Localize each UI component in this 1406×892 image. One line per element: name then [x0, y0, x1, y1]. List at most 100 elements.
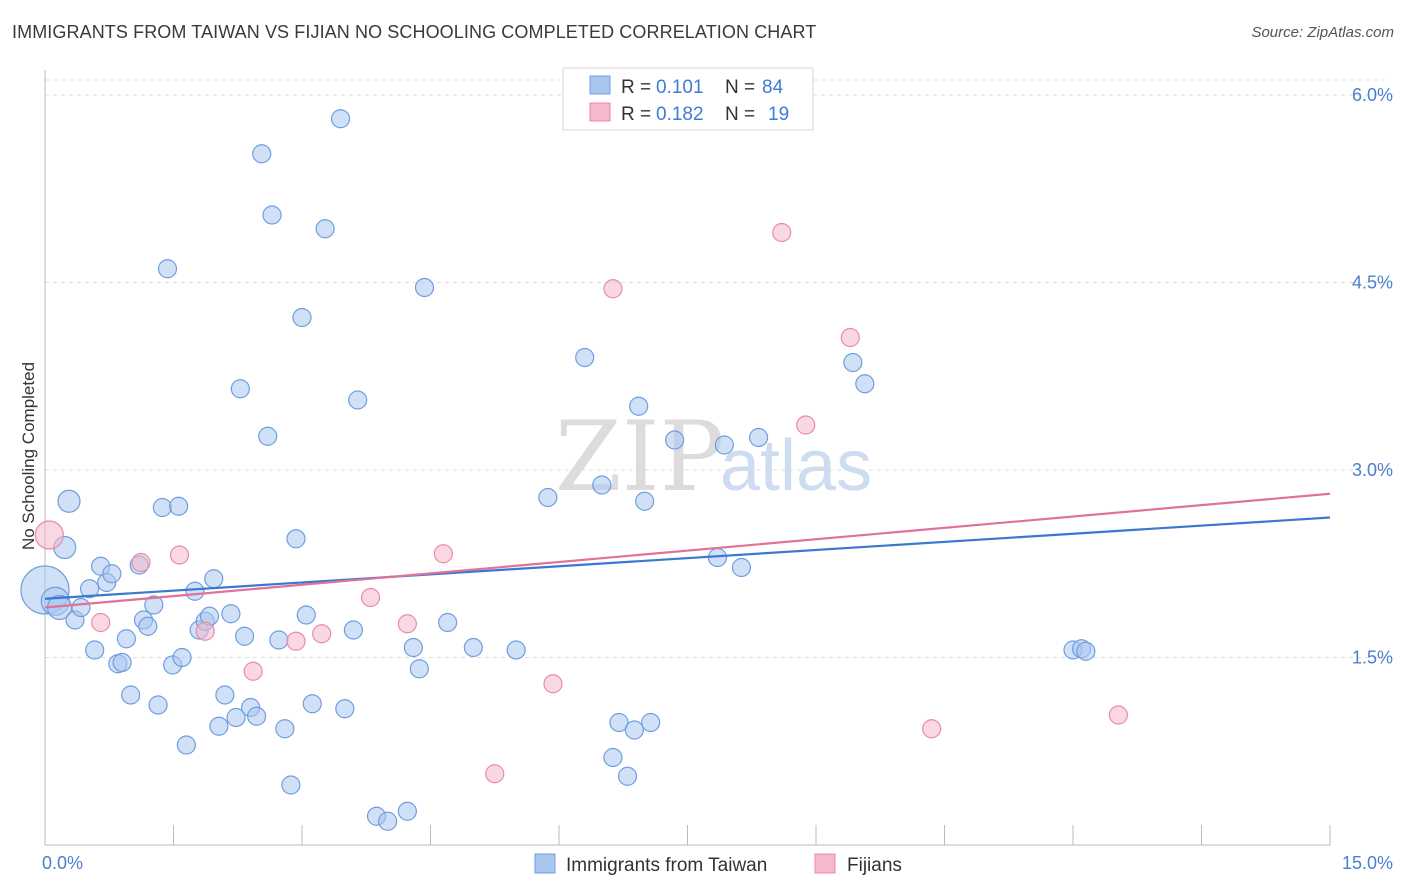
- taiwan-point: [635, 491, 655, 511]
- watermark-atlas: atlas: [720, 426, 872, 506]
- legend-r-value-1: 0.182: [656, 104, 704, 125]
- x-tick-label-min: 0.0%: [42, 853, 83, 873]
- bottom-legend-label-taiwan: Immigrants from Taiwan: [566, 855, 767, 876]
- fijians-point: [91, 612, 111, 633]
- taiwan-point: [138, 616, 158, 636]
- taiwan-point: [641, 712, 661, 733]
- taiwan-point: [665, 430, 685, 450]
- fijians-point: [433, 544, 453, 564]
- fijians-point: [195, 621, 215, 641]
- taiwan-point: [286, 529, 306, 549]
- taiwan-point: [414, 277, 435, 298]
- fijians-point: [312, 624, 332, 644]
- taiwan-point: [230, 379, 250, 399]
- legend-r-value-0: 0.101: [656, 77, 704, 98]
- taiwan-point: [152, 497, 172, 518]
- legend-swatch-taiwan: [589, 75, 611, 95]
- taiwan-point: [296, 605, 316, 625]
- taiwan-point: [116, 629, 136, 649]
- taiwan-point: [315, 219, 335, 239]
- taiwan-point: [348, 390, 368, 410]
- taiwan-point: [252, 144, 272, 164]
- taiwan-point: [275, 719, 295, 739]
- series-legend: Immigrants from Taiwan Fijians: [534, 853, 902, 876]
- taiwan-point: [330, 109, 351, 129]
- taiwan-point: [57, 489, 81, 513]
- x-axis-ticks: [44, 825, 1331, 845]
- legend-n-value-0: 84: [762, 77, 784, 98]
- taiwan-point: [112, 652, 132, 673]
- taiwan-point: [157, 259, 178, 279]
- y-axis-tick-labels: 1.5% 3.0% 4.5% 6.0%: [1352, 85, 1393, 668]
- legend-r-label-1: R =: [621, 104, 651, 125]
- taiwan-point: [144, 595, 164, 615]
- fijians-point: [286, 631, 306, 651]
- taiwan-point: [397, 801, 417, 821]
- taiwan-point: [281, 775, 301, 795]
- y-axis-label: No Schooling Completed: [19, 362, 38, 550]
- taiwan-point: [302, 694, 322, 714]
- fijians-point: [397, 614, 417, 634]
- taiwan-point: [121, 685, 141, 705]
- bottom-legend-label-fijians: Fijians: [847, 855, 902, 876]
- stats-legend: R = 0.101 N = 84 R = 0.182 N = 19: [562, 67, 814, 131]
- taiwan-point: [246, 706, 267, 726]
- taiwan-point: [538, 487, 558, 508]
- fijians-point: [796, 415, 816, 435]
- y-tick-label: 3.0%: [1352, 460, 1393, 480]
- taiwan-point: [169, 496, 189, 516]
- taiwan-point: [506, 640, 526, 660]
- bottom-legend-swatch-taiwan: [534, 853, 556, 874]
- taiwan-point: [409, 659, 429, 679]
- taiwan-point: [343, 620, 363, 640]
- fijians-point: [131, 552, 151, 573]
- taiwan-point: [102, 564, 122, 584]
- taiwan-point: [592, 475, 612, 495]
- source-credit: Source: ZipAtlas.com: [1251, 24, 1394, 41]
- chart-title: IMMIGRANTS FROM TAIWAN VS FIJIAN NO SCHO…: [12, 22, 817, 42]
- taiwan-point: [204, 569, 224, 589]
- taiwan-point: [335, 699, 355, 719]
- taiwan-point: [749, 427, 769, 448]
- taiwan-point: [378, 811, 398, 831]
- taiwan-point: [235, 626, 255, 646]
- fijians-point: [243, 661, 263, 681]
- fijians-point: [603, 279, 623, 299]
- taiwan-point: [209, 716, 229, 736]
- taiwan-point: [185, 581, 205, 601]
- taiwan-point: [79, 579, 100, 599]
- bottom-legend-swatch-fijians: [814, 853, 836, 874]
- taiwan-point: [624, 720, 644, 740]
- taiwan-point: [258, 426, 278, 446]
- taiwan-point: [71, 597, 91, 618]
- taiwan-point: [843, 352, 863, 373]
- fijians-point: [1108, 705, 1129, 725]
- trend-lines: [44, 492, 1331, 609]
- taiwan-point: [617, 766, 638, 786]
- taiwan-point: [172, 647, 192, 668]
- taiwan-point: [731, 557, 752, 578]
- legend-n-value-1: 19: [768, 104, 789, 125]
- fijians-point: [360, 587, 381, 608]
- taiwan-point: [403, 637, 423, 658]
- taiwan-point: [215, 685, 235, 705]
- legend-swatch-fijians: [589, 102, 611, 122]
- fijians-point: [169, 545, 190, 565]
- series-fijians-points: [34, 222, 1129, 784]
- taiwan-point: [1076, 641, 1096, 661]
- taiwan-point: [221, 604, 241, 624]
- taiwan-point: [609, 712, 629, 733]
- fijians-point: [840, 327, 860, 348]
- x-axis-tick-labels: 0.0% 15.0%: [42, 853, 1393, 873]
- grid-lines: [45, 79, 1385, 658]
- fijians-point: [922, 719, 942, 739]
- y-tick-label: 6.0%: [1352, 85, 1393, 105]
- y-tick-label: 4.5%: [1352, 273, 1393, 293]
- series-taiwan-points: [20, 109, 1096, 831]
- taiwan-trend-line: [44, 516, 1331, 600]
- x-tick-label-max: 15.0%: [1342, 853, 1393, 873]
- taiwan-point: [603, 747, 623, 768]
- taiwan-point: [629, 396, 649, 416]
- taiwan-point: [262, 205, 282, 225]
